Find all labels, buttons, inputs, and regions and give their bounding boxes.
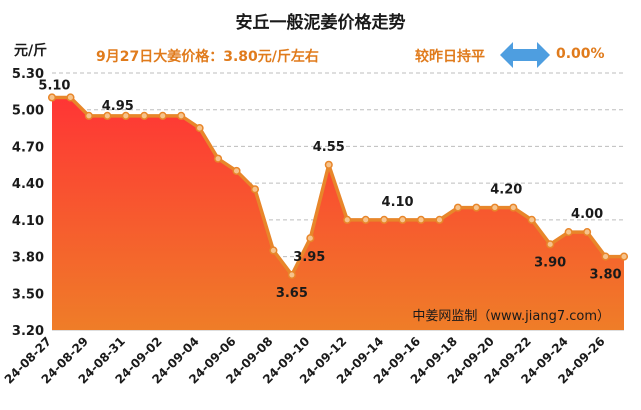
data-points (47, 93, 629, 279)
watermark-text: 中姜网监制（www.jiang7.com） (412, 309, 610, 324)
compare-value: 0.00% (556, 46, 605, 62)
data-point (509, 203, 518, 212)
price-note: 9月27日大姜价格：3.80元/斤左右 (96, 49, 319, 65)
data-point (398, 215, 407, 224)
x-axis-ticks: 24-08-2724-08-2924-08-3124-09-0224-09-04… (2, 334, 608, 386)
data-label: 4.20 (490, 183, 522, 198)
data-point (250, 185, 260, 194)
chart-title: 安丘一般泥姜价格走势 (235, 13, 406, 33)
y-axis-unit: 元/斤 (14, 43, 48, 59)
double-arrow-icon (500, 42, 550, 68)
price-area (52, 97, 624, 330)
data-point (121, 111, 130, 120)
data-label: 4.10 (382, 195, 414, 210)
data-point (214, 154, 223, 163)
data-label: 5.10 (38, 78, 70, 93)
data-point (453, 203, 462, 212)
y-tick-label: 3.50 (12, 287, 44, 302)
data-point (232, 166, 241, 175)
data-point (527, 215, 536, 224)
y-tick-label: 4.10 (12, 214, 44, 229)
data-label: 3.80 (590, 268, 622, 283)
data-point (177, 111, 186, 120)
data-label: 4.55 (313, 140, 345, 155)
data-point (583, 228, 592, 237)
data-point (416, 215, 426, 224)
data-label: 4.00 (571, 207, 603, 222)
y-tick-label: 3.80 (12, 251, 44, 266)
data-point (158, 111, 167, 120)
data-point (269, 246, 278, 255)
data-point (490, 203, 499, 212)
data-point (546, 240, 555, 249)
data-point (84, 111, 93, 120)
data-point (619, 252, 629, 261)
data-label: 4.95 (102, 99, 134, 114)
data-point (66, 93, 75, 102)
y-tick-label: 5.30 (12, 67, 44, 82)
y-axis-ticks: 5.30 5.00 4.70 4.40 4.10 3.80 3.50 3.20 (12, 67, 44, 339)
data-labels: 5.10 4.95 3.65 3.95 4.55 4.10 4.20 3.90 4.00 3.80 (38, 78, 621, 300)
data-point (306, 234, 315, 243)
data-point (195, 124, 204, 133)
data-label: 3.95 (293, 250, 325, 265)
data-point (140, 111, 149, 120)
data-point (47, 93, 57, 102)
data-point (564, 228, 573, 237)
y-tick-label: 5.00 (12, 104, 44, 119)
data-point (361, 215, 370, 224)
data-point (472, 203, 481, 212)
compare-label: 较昨日持平 (415, 49, 485, 65)
y-tick-label: 4.40 (12, 177, 44, 192)
data-label: 3.65 (276, 286, 308, 301)
data-point (601, 252, 610, 261)
y-tick-label: 3.20 (12, 324, 44, 339)
data-point (287, 270, 296, 279)
data-point (324, 160, 333, 169)
price-area-fill (52, 97, 624, 330)
data-point (103, 111, 112, 120)
data-point (380, 215, 389, 224)
y-tick-label: 4.70 (12, 140, 44, 155)
data-point (343, 215, 352, 224)
data-label: 3.90 (534, 255, 566, 270)
data-point (435, 215, 444, 224)
